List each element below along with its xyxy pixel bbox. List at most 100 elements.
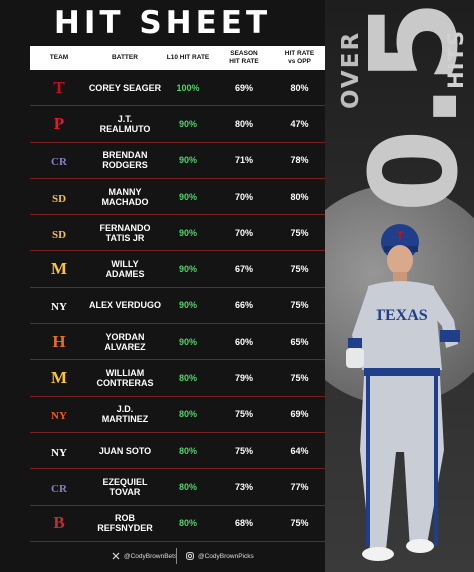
hit-rate-vs-opp: 75%: [290, 518, 309, 529]
season-hit-rate: 73%: [234, 481, 253, 492]
team-logo-glyph: SD: [52, 193, 66, 205]
team-logo-glyph: B: [53, 513, 64, 532]
team-logo-glyph: NY: [51, 410, 67, 422]
team-logo-icon: SD: [52, 229, 66, 241]
svg-text:T: T: [396, 229, 404, 243]
footer: @CodyBrownBets @CodyBrownPicks: [0, 542, 325, 572]
batter-name: FERNANDO TATIS JR: [88, 215, 162, 250]
batter-name-line2: CONTRERAS: [96, 378, 154, 389]
l10-hit-rate: 90%: [178, 155, 197, 166]
hits-label: HITS: [444, 30, 468, 89]
hit-rate-vs-opp: 65%: [290, 336, 309, 347]
batter-name: BRENDAN RODGERS: [88, 143, 162, 178]
season-hit-rate: 69%: [234, 82, 253, 93]
team-logo-glyph: NY: [51, 447, 67, 459]
batter-name: ROB REFSNYDER: [88, 506, 162, 541]
table-row: B ROB REFSNYDER 80% 68% 75%: [30, 506, 325, 542]
batter-name-line2: ALVAREZ: [104, 341, 146, 352]
header-l10-hit-rate: L10 HIT RATE: [166, 54, 210, 61]
season-hit-rate: 75%: [234, 445, 253, 456]
batter-name-line1: ROB: [114, 513, 135, 524]
header-batter: BATTER: [112, 54, 138, 61]
team-logo: T: [30, 70, 88, 105]
batter-name-line2: RODGERS: [102, 160, 148, 171]
season-hit-rate: 79%: [234, 373, 253, 384]
batter-name-line2: MACHADO: [101, 196, 149, 207]
twitter-handle[interactable]: @CodyBrownBets: [112, 552, 177, 560]
table-row: NY J.D. MARTINEZ 80% 75% 69%: [30, 397, 325, 433]
hit-rate-vs-opp: 75%: [290, 300, 309, 311]
team-logo-icon: B: [53, 513, 64, 532]
team-logo: H: [30, 324, 88, 359]
hit-rate-vs-opp: 80%: [290, 82, 309, 93]
batter-name: J.D. MARTINEZ: [88, 397, 162, 432]
batter-name: MANNY MACHADO: [88, 179, 162, 214]
hit-rate-vs-opp: 77%: [290, 481, 309, 492]
header-season-hit-rate: SEASON HIT RATE: [229, 50, 259, 65]
batter-name-line2: TATIS JR: [105, 232, 145, 243]
team-logo-glyph: NY: [51, 301, 67, 313]
footer-divider: [176, 548, 177, 564]
season-hit-rate: 70%: [234, 227, 253, 238]
batter-name-line2: REALMUTO: [99, 123, 151, 134]
team-logo-icon: H: [52, 332, 65, 351]
x-icon: [112, 552, 120, 560]
l10-hit-rate: 90%: [178, 118, 197, 129]
batter-name-line2: MARTINEZ: [101, 414, 149, 425]
batter-name-line1: JUAN SOTO: [98, 445, 152, 456]
team-logo-glyph: M: [51, 368, 67, 387]
team-logo-glyph: M: [51, 259, 67, 278]
hit-rate-vs-opp: 75%: [290, 227, 309, 238]
team-logo: NY: [30, 397, 88, 432]
jersey-text: TEXAS: [374, 307, 427, 324]
hit-rate-vs-opp: 47%: [290, 118, 309, 129]
batter-name: YORDAN ALVAREZ: [88, 324, 162, 359]
batter-name: WILLY ADAMES: [88, 251, 162, 286]
table-row: CR EZEQUIEL TOVAR 80% 73% 77%: [30, 469, 325, 506]
batter-name-line1: YORDAN: [105, 331, 145, 342]
batter-name-line1: J.T.: [117, 113, 133, 124]
table-row: SD MANNY MACHADO 90% 70% 80%: [30, 179, 325, 216]
l10-hit-rate: 80%: [178, 445, 197, 456]
hit-rate-vs-opp: 69%: [290, 409, 309, 420]
l10-hit-rate: 80%: [178, 373, 197, 384]
team-logo-icon: CR: [51, 156, 68, 168]
batter-name-line1: WILLY: [111, 259, 139, 270]
season-hit-rate: 71%: [234, 155, 253, 166]
team-logo: P: [30, 106, 88, 141]
l10-hit-rate: 90%: [178, 264, 197, 275]
season-hit-rate: 75%: [234, 409, 253, 420]
page-title: HIT SHEET: [53, 5, 272, 41]
team-logo-icon: T: [53, 78, 65, 97]
batter-name: ALEX VERDUGO: [88, 288, 162, 323]
hit-rate-vs-opp: 64%: [290, 445, 309, 456]
team-logo-icon: NY: [51, 301, 67, 313]
hit-rate-vs-opp: 75%: [290, 264, 309, 275]
batter-name-line2: REFSNYDER: [97, 523, 153, 534]
batter-name-line1: COREY SEAGER: [88, 82, 162, 93]
team-logo-icon: NY: [51, 410, 67, 422]
batter-name: COREY SEAGER: [88, 70, 162, 105]
team-logo-glyph: T: [53, 78, 65, 97]
l10-hit-rate: 80%: [178, 518, 197, 529]
team-logo-glyph: CR: [51, 483, 68, 495]
team-logo: NY: [30, 288, 88, 323]
team-logo-icon: M: [51, 259, 67, 278]
table-row: M WILLY ADAMES 90% 67% 75%: [30, 251, 325, 288]
table-row: NY ALEX VERDUGO 90% 66% 75%: [30, 288, 325, 325]
l10-hit-rate: 80%: [178, 409, 197, 420]
l10-hit-rate: 90%: [178, 336, 197, 347]
instagram-handle[interactable]: @CodyBrownPicks: [186, 552, 254, 560]
table-row: P J.T. REALMUTO 90% 80% 47%: [30, 106, 325, 143]
header-hit-rate-vs-opp: HIT RATE vs OPP: [284, 50, 315, 65]
team-logo: CR: [30, 469, 88, 504]
l10-hit-rate: 100%: [176, 82, 200, 93]
batter-name: EZEQUIEL TOVAR: [88, 469, 162, 504]
header-team: TEAM: [49, 54, 69, 61]
batter-name: JUAN SOTO: [88, 433, 162, 468]
batter-name: WILLIAM CONTRERAS: [88, 360, 162, 395]
team-logo-glyph: P: [54, 114, 64, 133]
team-logo: CR: [30, 143, 88, 178]
l10-hit-rate: 80%: [178, 481, 197, 492]
hit-sheet-panel: [0, 0, 325, 572]
